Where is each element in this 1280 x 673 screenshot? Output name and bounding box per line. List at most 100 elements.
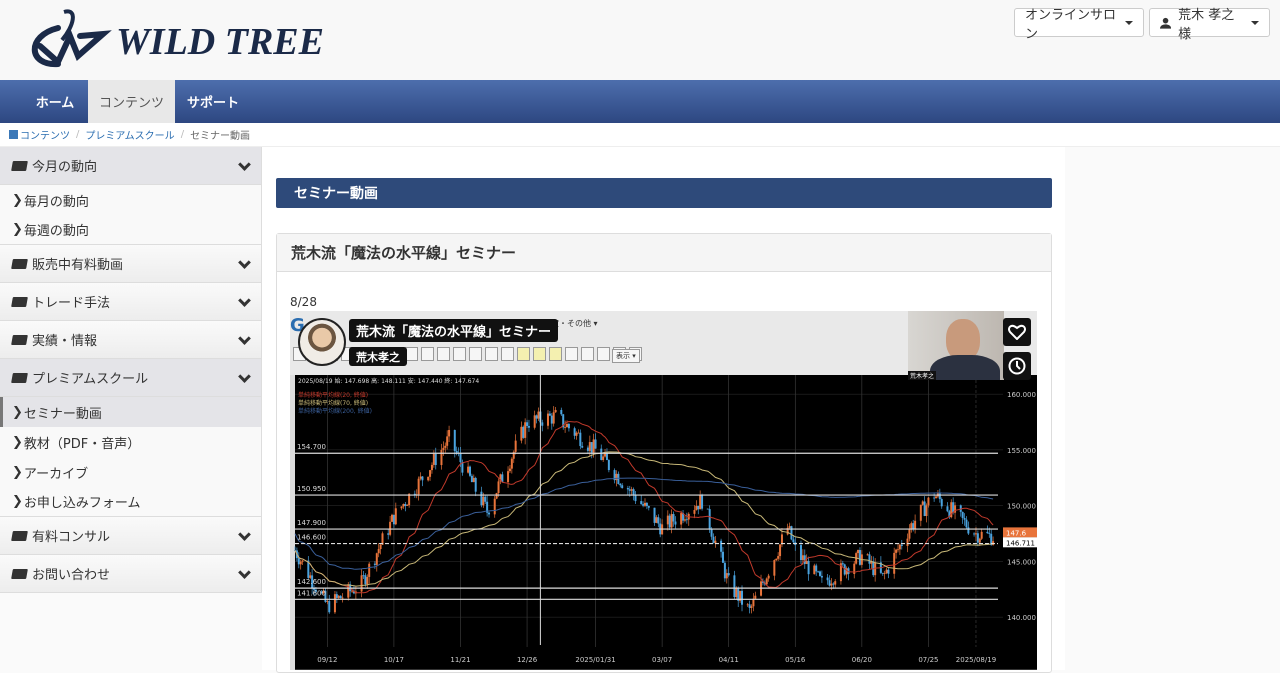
chevron-down-icon: [238, 566, 251, 579]
candle: [974, 533, 977, 535]
breadcrumb-premium-school[interactable]: プレミアムスクール: [85, 131, 175, 142]
toolbar-button: [485, 347, 498, 361]
sidebar-item[interactable]: ❯ 教材（PDF・音声）: [0, 427, 261, 457]
candle: [562, 414, 565, 428]
price-chart: 09/12 10/17 11/21 12/26 2025/01/31 03/07 04/11…: [294, 375, 1037, 670]
candle: [419, 476, 422, 479]
candle: [668, 515, 671, 528]
candle: [341, 597, 344, 599]
candle: [980, 531, 983, 539]
sidebar-item[interactable]: ❯ アーカイブ: [0, 457, 261, 487]
candle: [725, 573, 728, 579]
candle: [461, 462, 464, 473]
candle: [640, 501, 643, 505]
candle: [352, 590, 355, 594]
candle: [564, 427, 567, 428]
video-player[interactable]: G 設定・その他 ▾ 表示 ▾ 09/12 10/17 11/21 12/26 2025…: [290, 311, 1037, 670]
x-tick-label: 04/11: [719, 656, 739, 664]
chevron-right-icon: ❯: [12, 192, 23, 208]
user-name: 荒木 孝之 様: [1178, 7, 1235, 42]
folder-icon: [11, 296, 28, 307]
horizontal-line-label: 154.700: [297, 443, 326, 451]
candle: [592, 439, 595, 453]
candle: [508, 468, 511, 472]
candle: [872, 561, 875, 576]
like-button[interactable]: [1003, 318, 1031, 346]
sidebar-group-4[interactable]: プレミアムスクール: [0, 359, 261, 397]
sidebar-group-1[interactable]: 販売中有料動画: [0, 245, 261, 283]
sidebar-item[interactable]: ❯ セミナー動画: [0, 397, 261, 427]
candle: [486, 501, 489, 513]
candle: [895, 549, 898, 553]
candle: [973, 533, 976, 535]
sidebar-group-5[interactable]: 有料コンサル: [0, 517, 261, 555]
candle: [297, 558, 300, 565]
chevron-right-icon: ❯: [12, 404, 23, 420]
chevron-right-icon: ❯: [12, 464, 23, 480]
candle: [938, 493, 941, 500]
sidebar-group-label: 今月の動向: [32, 160, 98, 175]
candle: [723, 562, 726, 579]
candle: [990, 533, 993, 545]
online-salon-dropdown[interactable]: オンラインサロン: [1014, 8, 1144, 42]
chevron-right-icon: ❯: [12, 494, 23, 509]
tab-home[interactable]: ホーム: [35, 96, 75, 111]
horizontal-line-label: 141.600: [297, 589, 326, 597]
wild-tree-logo[interactable]: WILD TREE: [18, 6, 358, 72]
sidebar-group-2[interactable]: トレード手法: [0, 283, 261, 321]
candle: [733, 575, 736, 598]
chevron-down-icon: [238, 294, 251, 307]
candle: [320, 591, 323, 594]
candle: [657, 517, 660, 524]
candle: [773, 560, 776, 576]
horizontal-line-label: 146.600: [297, 534, 326, 542]
candle: [472, 477, 475, 483]
candle: [600, 448, 603, 460]
candle: [761, 581, 764, 583]
candle: [765, 578, 768, 585]
candle: [520, 426, 523, 441]
sidebar-item[interactable]: ❯ 毎週の動向: [0, 215, 261, 245]
sidebar-group-3[interactable]: 実績・情報: [0, 321, 261, 359]
candle: [845, 568, 848, 575]
candle: [375, 553, 378, 565]
candle: [602, 456, 605, 460]
candle: [721, 551, 724, 563]
sidebar-group-0[interactable]: 今月の動向: [0, 147, 261, 185]
toolbar-button: [565, 347, 578, 361]
candle: [986, 531, 989, 534]
candle: [655, 517, 658, 523]
tab-contents[interactable]: コンテンツ: [88, 80, 175, 123]
price-label: 146.711: [1006, 539, 1035, 547]
legend-entry: 単純移動平均線(70, 終値): [298, 399, 368, 407]
candle: [605, 453, 608, 461]
candle: [526, 422, 529, 427]
watch-later-button[interactable]: [1003, 352, 1031, 380]
sidebar-item-label: 毎月の動向: [23, 194, 89, 210]
breadcrumb-contents[interactable]: コンテンツ: [20, 131, 70, 142]
candle: [870, 561, 873, 564]
sidebar-item[interactable]: ❯ お申し込みフォーム: [0, 487, 261, 517]
candle: [613, 470, 616, 481]
sidebar-group-6[interactable]: お問い合わせ: [0, 555, 261, 593]
candle: [421, 476, 424, 481]
candle: [695, 505, 698, 511]
candle: [417, 478, 420, 495]
candle: [347, 584, 350, 598]
candle: [813, 565, 816, 575]
candle: [548, 413, 551, 416]
tab-support[interactable]: サポート: [186, 96, 239, 111]
candle: [801, 555, 804, 560]
candle: [777, 556, 780, 559]
candle: [828, 580, 831, 586]
candle: [910, 523, 913, 530]
user-menu-dropdown[interactable]: 荒木 孝之 様: [1149, 8, 1270, 42]
folder-icon: [11, 530, 28, 541]
candle: [792, 539, 795, 543]
candle: [714, 540, 717, 544]
candle: [653, 507, 656, 523]
folder-icon: [11, 372, 28, 383]
x-tick-label: 09/12: [317, 656, 337, 664]
folder-icon: [11, 568, 28, 579]
sidebar-item[interactable]: ❯ 毎月の動向: [0, 185, 261, 215]
